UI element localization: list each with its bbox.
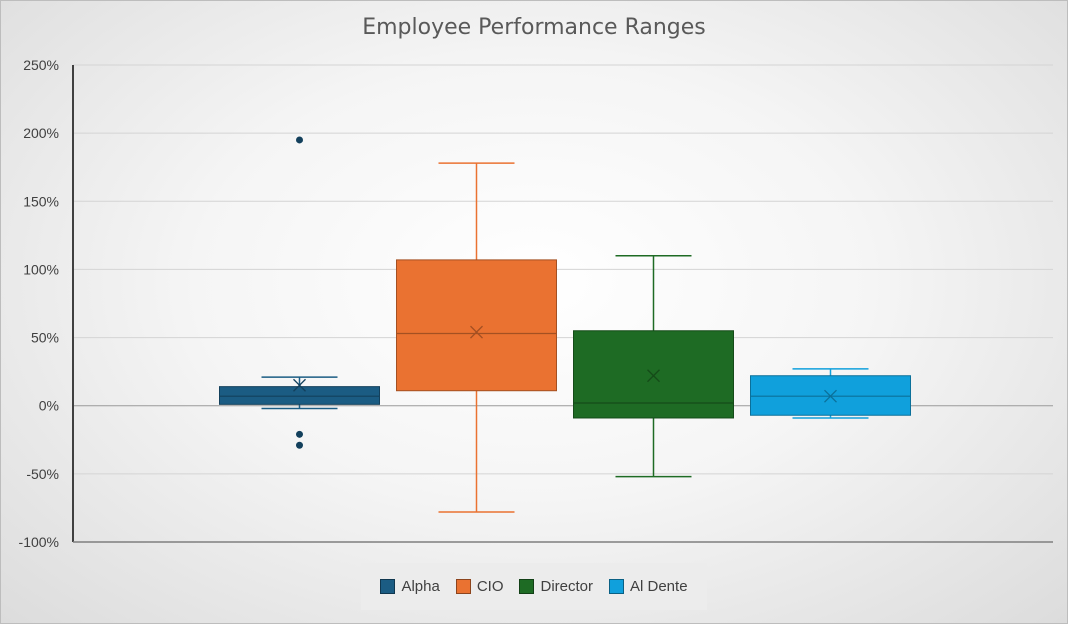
legend-item: CIO [455,578,504,595]
y-tick-label: 150% [23,193,59,209]
legend-swatch [380,579,396,594]
box-cio [396,259,557,392]
mean-marker [647,369,660,383]
box-director [573,330,734,419]
legend-item: Al Dente [609,578,688,595]
mean-marker [293,378,306,392]
legend-label: CIO [476,578,504,595]
legend-item: Director [519,578,593,595]
y-tick-label: -100% [19,534,59,550]
legend-swatch [455,579,471,594]
mean-marker [470,325,483,339]
legend-item: Alpha [380,578,440,595]
legend-swatch [519,579,535,594]
outlier-point [296,441,303,449]
y-tick-label: 0% [39,398,59,414]
mean-marker [824,389,837,403]
box-al-dente [750,375,911,416]
outlier-point [296,136,303,144]
box-alpha [219,386,380,405]
y-tick-label: 200% [23,125,59,141]
y-tick-label: 100% [23,261,59,277]
chart-title: Employee Performance Ranges [362,15,706,40]
legend: Alpha CIO Director Al Dente [361,563,707,610]
outlier-point [296,430,303,438]
y-tick-label: 50% [31,330,59,346]
legend-swatch [609,579,624,594]
legend-label: Alpha [401,578,440,595]
legend-label: Director [540,578,593,595]
y-tick-label: 250% [23,57,59,73]
y-tick-label: -50% [26,466,59,482]
legend-label: Al Dente [630,578,688,595]
